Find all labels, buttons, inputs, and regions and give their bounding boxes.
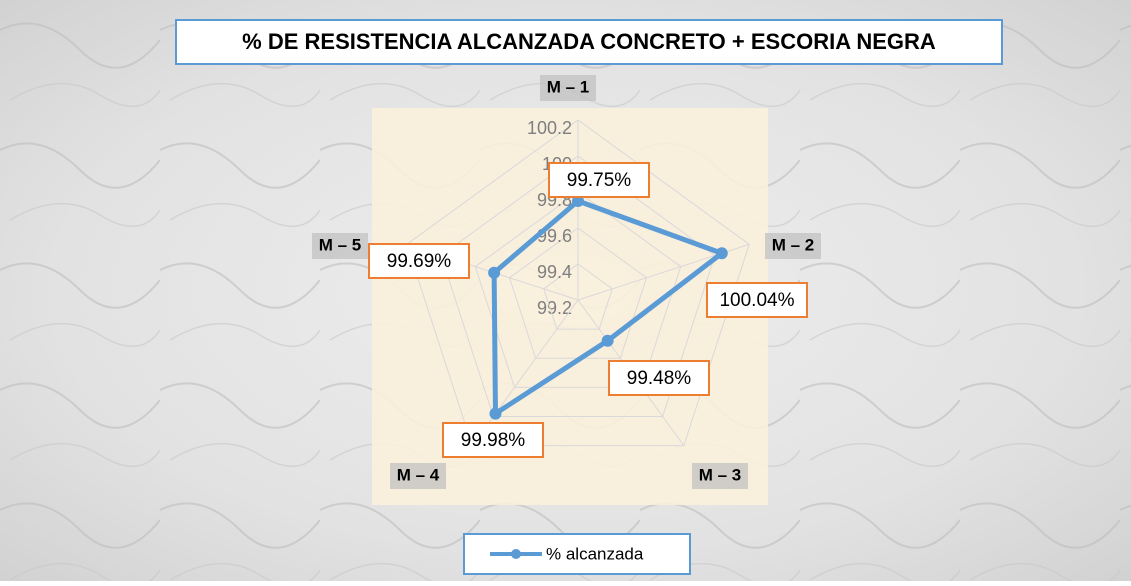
data-point bbox=[601, 334, 614, 347]
grid-line bbox=[406, 119, 750, 447]
axis-line bbox=[471, 299, 579, 446]
series-line bbox=[491, 198, 725, 417]
grid-line bbox=[543, 263, 613, 330]
data-label-box bbox=[368, 243, 470, 279]
category-label: M – 1 bbox=[547, 77, 590, 96]
data-label: 99.69% bbox=[387, 251, 452, 272]
data-point bbox=[489, 407, 502, 420]
grid-line bbox=[474, 191, 682, 388]
category-label: M – 3 bbox=[699, 465, 742, 484]
data-label: 99.48% bbox=[627, 368, 692, 389]
category-label-bg bbox=[540, 75, 596, 101]
category-label: M – 4 bbox=[397, 465, 440, 484]
data-label-box bbox=[608, 360, 710, 396]
data-label-box bbox=[548, 162, 650, 198]
data-point bbox=[488, 266, 501, 279]
y-tick-label: 100.2 bbox=[527, 118, 572, 138]
data-point bbox=[715, 247, 728, 260]
chart-title: % DE RESISTENCIA ALCANZADA CONCRETO + ES… bbox=[242, 29, 936, 54]
data-label-box bbox=[442, 422, 544, 458]
category-label: M – 2 bbox=[772, 235, 815, 254]
category-label-bg bbox=[692, 463, 748, 489]
y-tick-label: 99.4 bbox=[537, 262, 572, 282]
category-label: M – 5 bbox=[319, 235, 362, 254]
category-label-bg bbox=[765, 233, 821, 259]
data-label: 100.04% bbox=[719, 290, 794, 311]
category-label-bg bbox=[312, 233, 368, 259]
y-tick-label: 99.2 bbox=[537, 298, 572, 318]
grid-line bbox=[440, 155, 716, 417]
title-box bbox=[175, 19, 1003, 65]
data-label: 99.75% bbox=[567, 170, 632, 191]
legend-marker bbox=[511, 549, 521, 559]
data-label-box bbox=[706, 282, 808, 318]
category-label-bg bbox=[390, 463, 446, 489]
legend-label: % alcanzada bbox=[546, 544, 644, 563]
data-label: 99.98% bbox=[461, 430, 526, 451]
